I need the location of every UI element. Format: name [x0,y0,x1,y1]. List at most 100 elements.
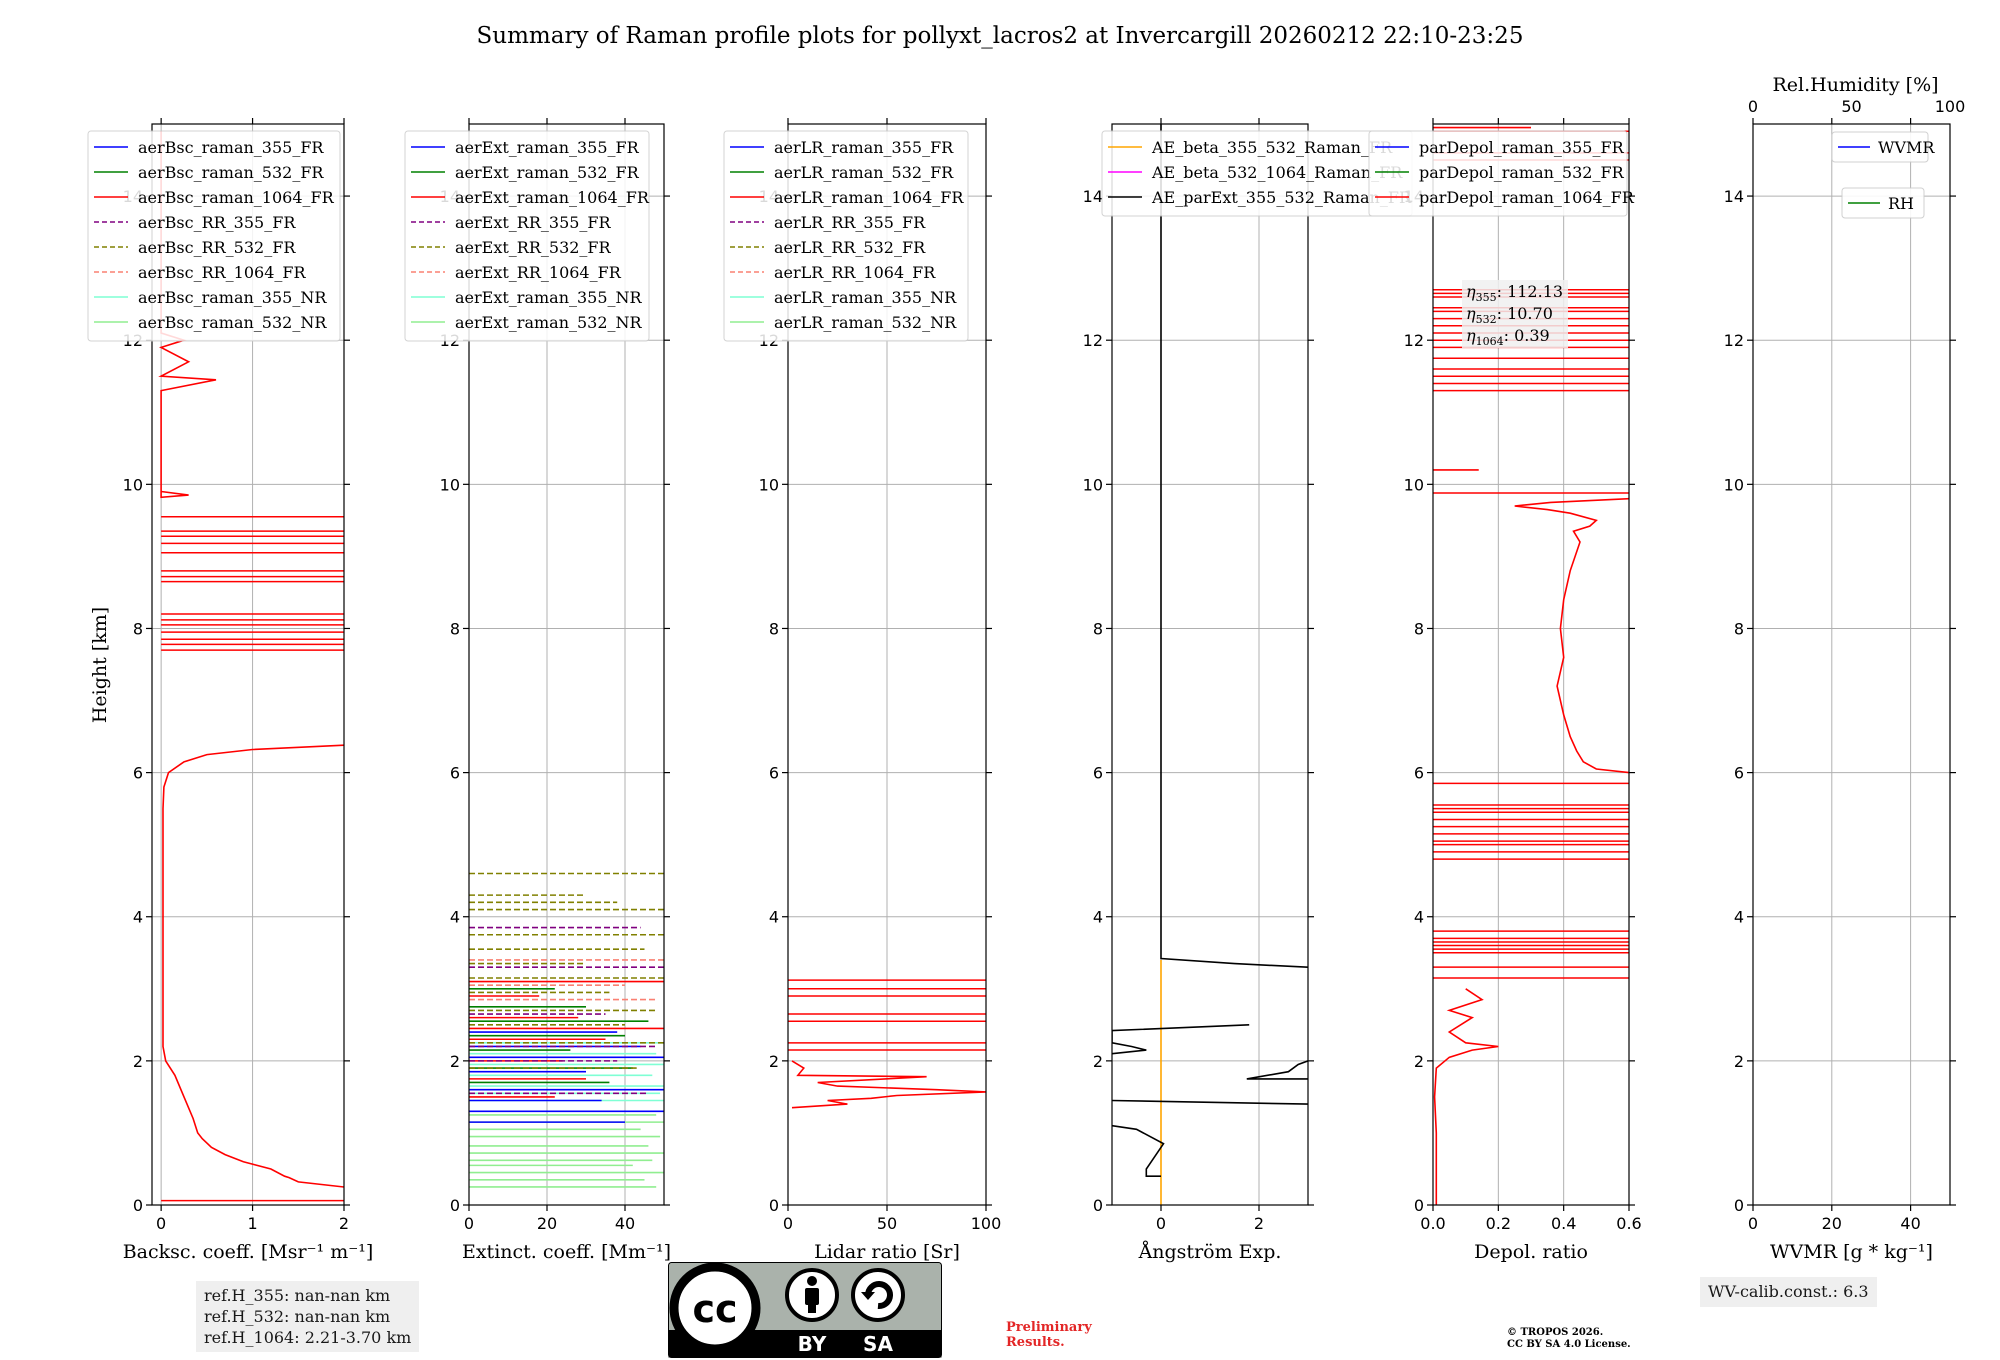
legend-entry-aerBsc_raman_355_NR: aerBsc_raman_355_NR [138,288,327,307]
series-AE_parExt_355_532_Raman_FR_d [1112,1024,1250,1055]
x-axis-label-bsc: Backsc. coeff. [Msr⁻¹ m⁻¹] [123,1241,374,1263]
legend-entry-aerExt_raman_532_FR: aerExt_raman_532_FR [455,163,640,182]
plot-area-ae [1112,124,1308,1205]
preliminary-line-1: Preliminary [1006,1320,1092,1335]
legend-entry-aerLR_raman_532_NR: aerLR_raman_532_NR [774,313,957,332]
legend-box-depol [1368,130,1628,217]
panel-ae: 0 2 Ångström Exp. 0 2 4 6 8 10 12 14 AE_beta_355_53… [1083,118,1413,1263]
legend-entry-aerLR_RR_1064_FR: aerLR_RR_1064_FR [774,263,936,282]
axes-frame-ext [468,123,665,1206]
legend-entry-aerBsc_raman_532_NR: aerBsc_raman_532_NR [138,313,327,332]
series-parDepol_raman_1064_FR_b [1514,497,1629,774]
y-tick-label: 10 [1083,475,1103,494]
y-tick-label: 0 [769,1196,779,1215]
y-tick-label: 6 [133,764,143,783]
preliminary-line-2: Results. [1006,1335,1065,1350]
copyright-line-2: CC BY SA 4.0 License. [1507,1339,1631,1350]
y-tick-label: 4 [450,908,460,927]
y-tick-label: 0 [133,1196,143,1215]
x-axis-label-ae: Ångström Exp. [1138,1241,1282,1263]
y-tick-label: 6 [1093,764,1103,783]
series-aerBsc_raman_1064_FR [162,744,344,1188]
ref-height-355: ref.H_355: nan-nan km [204,1286,391,1305]
eta-annotation-1064: η1064: 0.39 [1466,326,1550,348]
legend-entry-aerExt_RR_532_FR: aerExt_RR_532_FR [455,238,612,257]
y-axis-label: Height [km] [89,607,111,723]
legend-entry-aerExt_RR_1064_FR: aerExt_RR_1064_FR [455,263,622,282]
legend-entry-aerExt_raman_355_FR: aerExt_raman_355_FR [455,138,640,157]
figure-title: Summary of Raman profile plots for polly… [477,23,1524,49]
top-x-axis-label: Rel.Humidity [%] [1772,74,1938,96]
legend-entry-WVMR: WVMR [1878,138,1935,157]
reference-height-box: ref.H_355: nan-nan km ref.H_532: nan-nan… [196,1281,420,1352]
legend-entry-parDepol_raman_1064_FR: parDepol_raman_1064_FR [1419,188,1635,207]
y-tick-label: 8 [769,619,779,638]
x-axis-label-depol: Depol. ratio [1474,1241,1588,1263]
x-tick-label: 1 [247,1214,257,1233]
axes-frame-ae [1111,123,1309,1206]
legend-entry-AE_parExt_355_532_Raman_FR: AE_parExt_355_532_Raman_FR [1151,188,1412,207]
y-tick-label: 2 [1414,1052,1424,1071]
y-tick-label: 0 [1734,1196,1744,1215]
plot-area-ext [469,872,664,1188]
x-tick-label: 20 [1822,1214,1842,1233]
x-tick-label: 0 [464,1214,474,1233]
wv-calibration-box: WV-calib.const.: 6.3 [1700,1277,1877,1307]
legend-entry-aerExt_RR_355_FR: aerExt_RR_355_FR [455,213,612,232]
x-tick-label: 40 [1900,1214,1920,1233]
legend-box-bsc [87,130,341,342]
y-tick-label: 10 [123,475,143,494]
series-parDepol_raman_1064_FR [1433,988,1499,1205]
series-AE_parExt_355_532_Raman_FR [1112,1124,1165,1177]
y-tick-label: 6 [769,764,779,783]
y-tick-label: 2 [1093,1052,1103,1071]
panel-wv: 0 20 40 WVMR [g * kg⁻¹] 0 2 4 6 8 10 12 14 0 50 100Rel… [1724,74,1966,1263]
x-tick-label: 0 [156,1214,166,1233]
x-tick-label: 0.0 [1420,1214,1445,1233]
preliminary-results-note: Preliminary Results. [1006,1320,1092,1350]
legend-entry-aerLR_RR_355_FR: aerLR_RR_355_FR [774,213,926,232]
y-tick-label: 10 [1404,475,1424,494]
y-tick-label: 14 [1724,187,1744,206]
series-AE_parExt_355_532_Raman_FR_c [1246,1060,1308,1080]
y-tick-label: 10 [1724,475,1744,494]
y-tick-label: 0 [450,1196,460,1215]
x-tick-label: 0.2 [1486,1214,1511,1233]
y-tick-label: 2 [133,1052,143,1071]
plot-area-lr [788,979,986,1109]
legend-entry-aerLR_raman_532_FR: aerLR_raman_532_FR [774,163,954,182]
y-tick-label: 4 [1734,908,1744,927]
y-tick-label: 4 [1414,908,1424,927]
y-tick-label: 6 [1414,764,1424,783]
legend-entry-parDepol_raman_355_FR: parDepol_raman_355_FR [1419,138,1625,157]
legend-entry-RH: RH [1888,194,1914,213]
x-tick-label: 2 [1254,1214,1264,1233]
legend-entry-aerLR_RR_532_FR: aerLR_RR_532_FR [774,238,926,257]
license-by-label: BY [798,1332,827,1356]
legend-entry-AE_beta_532_1064_Raman_FR: AE_beta_532_1064_Raman_FR [1151,163,1403,182]
x-axis-label-wv: WVMR [g * kg⁻¹] [1770,1241,1933,1263]
top-x-tick-label: 0 [1748,97,1758,116]
axes-frame-bsc [151,123,345,1206]
legend-entry-aerExt_raman_355_NR: aerExt_raman_355_NR [455,288,643,307]
x-tick-label: 0 [783,1214,793,1233]
y-tick-label: 6 [1734,764,1744,783]
y-tick-label: 0 [1414,1196,1424,1215]
copyright-note: © TROPOS 2026. CC BY SA 4.0 License. [1507,1327,1631,1351]
x-axis-label-lr: Lidar ratio [Sr] [814,1241,960,1263]
top-x-tick-label: 50 [1841,97,1861,116]
legend-entry-aerBsc_raman_1064_FR: aerBsc_raman_1064_FR [138,188,335,207]
legend-entry-parDepol_raman_532_FR: parDepol_raman_532_FR [1419,163,1625,182]
copyright-line-1: © TROPOS 2026. [1507,1327,1604,1338]
x-tick-label: 100 [971,1214,1002,1233]
series-AE_parExt_355_532_Raman_FR_e [1160,124,1308,968]
y-tick-label: 12 [1724,331,1744,350]
y-tick-label: 4 [1093,908,1103,927]
x-tick-label: 40 [615,1214,635,1233]
x-tick-label: 0.4 [1551,1214,1576,1233]
x-tick-label: 0 [1156,1214,1166,1233]
